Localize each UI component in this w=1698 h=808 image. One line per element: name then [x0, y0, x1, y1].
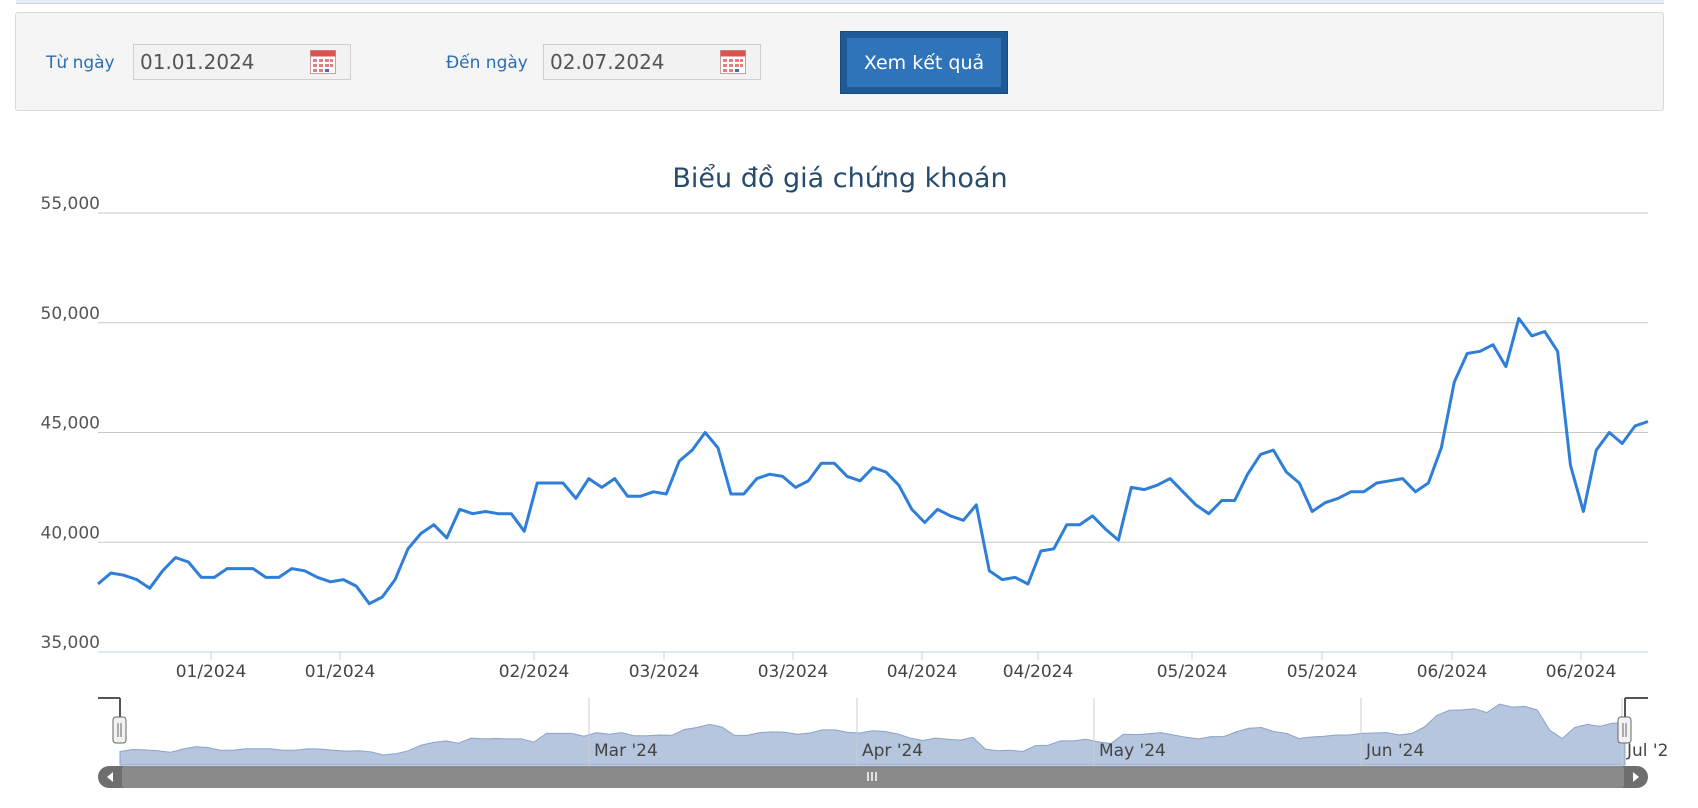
y-tick-label: 45,000 — [41, 414, 100, 434]
to-date-value[interactable]: 02.07.2024 — [550, 50, 665, 74]
y-axis: 35,000 40,000 45,000 50,000 55,000 — [41, 194, 100, 653]
navigator-label: May '24 — [1099, 741, 1166, 761]
navigator[interactable]: Mar '24 Apr '24 May '24 Jun '24 Jul '2 — [98, 697, 1668, 766]
x-tick-label: 01/2024 — [305, 662, 376, 682]
x-tick-label: 05/2024 — [1157, 662, 1228, 682]
navigator-handle-right[interactable] — [1617, 716, 1632, 744]
navigator-label: Apr '24 — [862, 741, 923, 761]
arrow-left-icon[interactable] — [107, 772, 113, 782]
calendar-icon[interactable] — [720, 50, 746, 74]
y-tick-label: 35,000 — [41, 633, 100, 653]
to-date-field[interactable]: 02.07.2024 — [543, 44, 761, 80]
price-chart: Biểu đồ giá chứng khoán 35,000 40,000 45,0… — [41, 163, 1668, 788]
x-tick-label: 02/2024 — [499, 662, 570, 682]
x-tick-label: 03/2024 — [629, 662, 700, 682]
x-tick-label: 06/2024 — [1546, 662, 1617, 682]
y-tick-label: 50,000 — [41, 304, 100, 324]
x-axis: 01/2024 01/2024 02/2024 03/2024 03/2024 04/20… — [176, 652, 1617, 682]
x-tick-label: 05/2024 — [1287, 662, 1358, 682]
navigator-label: Jul '2 — [1626, 741, 1668, 761]
to-date-label: Đến ngày — [446, 53, 528, 73]
x-tick-label: 01/2024 — [176, 662, 247, 682]
scrollbar-thumb[interactable] — [122, 766, 1624, 788]
x-tick-label: 04/2024 — [887, 662, 958, 682]
y-tick-label: 40,000 — [41, 523, 100, 543]
navigator-grid: Mar '24 Apr '24 May '24 Jun '24 Jul '2 — [588, 698, 1668, 765]
navigator-handle-left[interactable] — [112, 716, 127, 744]
top-border — [16, 0, 1664, 4]
y-tick-label: 55,000 — [41, 194, 100, 214]
arrow-right-icon[interactable] — [1633, 772, 1639, 782]
x-tick-label: 06/2024 — [1417, 662, 1488, 682]
from-date-field[interactable]: 01.01.2024 — [133, 44, 351, 80]
view-results-label[interactable]: Xem kết quả — [847, 38, 1001, 87]
from-date-value[interactable]: 01.01.2024 — [140, 50, 255, 74]
x-tick-label: 03/2024 — [758, 662, 829, 682]
calendar-icon[interactable] — [310, 50, 336, 74]
navigator-label: Jun '24 — [1365, 741, 1424, 761]
chart-grid — [98, 212, 1648, 653]
grip-icon[interactable] — [867, 772, 877, 781]
scrollbar[interactable] — [98, 766, 1648, 788]
navigator-series-area — [119, 703, 1626, 766]
chart-title: Biểu đồ giá chứng khoán — [672, 163, 1007, 194]
navigator-label: Mar '24 — [594, 741, 658, 761]
x-tick-label: 04/2024 — [1003, 662, 1074, 682]
price-series-line — [97, 316, 1649, 606]
view-results-button[interactable]: Xem kết quả — [840, 31, 1008, 94]
from-date-label: Từ ngày — [46, 53, 115, 73]
